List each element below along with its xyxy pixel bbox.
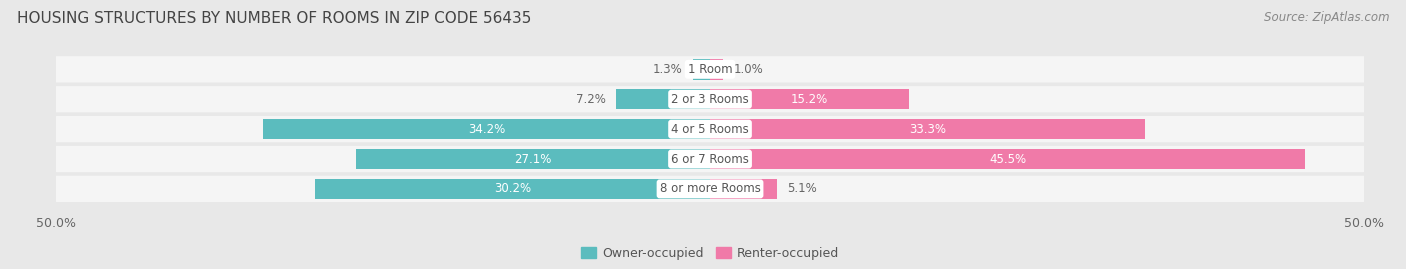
Text: 7.2%: 7.2% [575, 93, 606, 106]
Text: 2 or 3 Rooms: 2 or 3 Rooms [671, 93, 749, 106]
Bar [693, 59, 710, 80]
FancyBboxPatch shape [56, 86, 1364, 112]
Text: 6 or 7 Rooms: 6 or 7 Rooms [671, 153, 749, 165]
Text: 30.2%: 30.2% [494, 182, 531, 195]
Bar [710, 119, 1146, 139]
Text: 1.0%: 1.0% [734, 63, 763, 76]
Text: 8 or more Rooms: 8 or more Rooms [659, 182, 761, 195]
Text: 1 Room: 1 Room [688, 63, 733, 76]
Legend: Owner-occupied, Renter-occupied: Owner-occupied, Renter-occupied [575, 242, 845, 265]
Bar [710, 149, 1305, 169]
FancyBboxPatch shape [56, 176, 1364, 202]
Text: 5.1%: 5.1% [787, 182, 817, 195]
FancyBboxPatch shape [56, 56, 1364, 83]
Bar [616, 89, 710, 109]
Bar [263, 119, 710, 139]
Text: 1.3%: 1.3% [652, 63, 682, 76]
FancyBboxPatch shape [56, 116, 1364, 142]
Text: 45.5%: 45.5% [988, 153, 1026, 165]
Bar [356, 149, 710, 169]
Text: 33.3%: 33.3% [910, 123, 946, 136]
Text: HOUSING STRUCTURES BY NUMBER OF ROOMS IN ZIP CODE 56435: HOUSING STRUCTURES BY NUMBER OF ROOMS IN… [17, 11, 531, 26]
Bar [710, 59, 723, 80]
Text: 4 or 5 Rooms: 4 or 5 Rooms [671, 123, 749, 136]
Bar [710, 89, 908, 109]
Text: Source: ZipAtlas.com: Source: ZipAtlas.com [1264, 11, 1389, 24]
FancyBboxPatch shape [56, 146, 1364, 172]
Bar [315, 179, 710, 199]
Text: 27.1%: 27.1% [515, 153, 551, 165]
Text: 34.2%: 34.2% [468, 123, 505, 136]
Text: 15.2%: 15.2% [790, 93, 828, 106]
Bar [710, 179, 776, 199]
